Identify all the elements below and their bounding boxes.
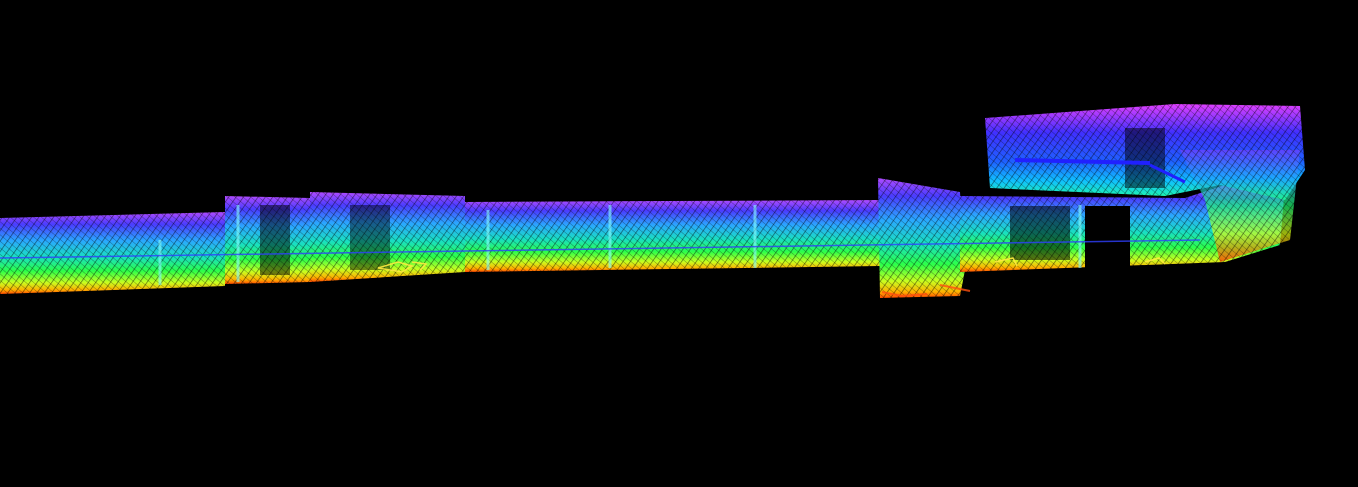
doorway — [1085, 206, 1130, 268]
trajectory — [1149, 163, 1186, 184]
doorway — [1125, 128, 1165, 188]
floor-clutter — [881, 284, 971, 298]
corridor-scan — [0, 100, 1358, 310]
floor-clutter — [377, 257, 1166, 273]
trajectory — [0, 239, 1201, 259]
doorway — [350, 205, 390, 270]
pillars — [158, 205, 1082, 285]
trajectory — [1014, 158, 1151, 165]
doorway — [1010, 206, 1070, 260]
doorway — [260, 205, 290, 275]
